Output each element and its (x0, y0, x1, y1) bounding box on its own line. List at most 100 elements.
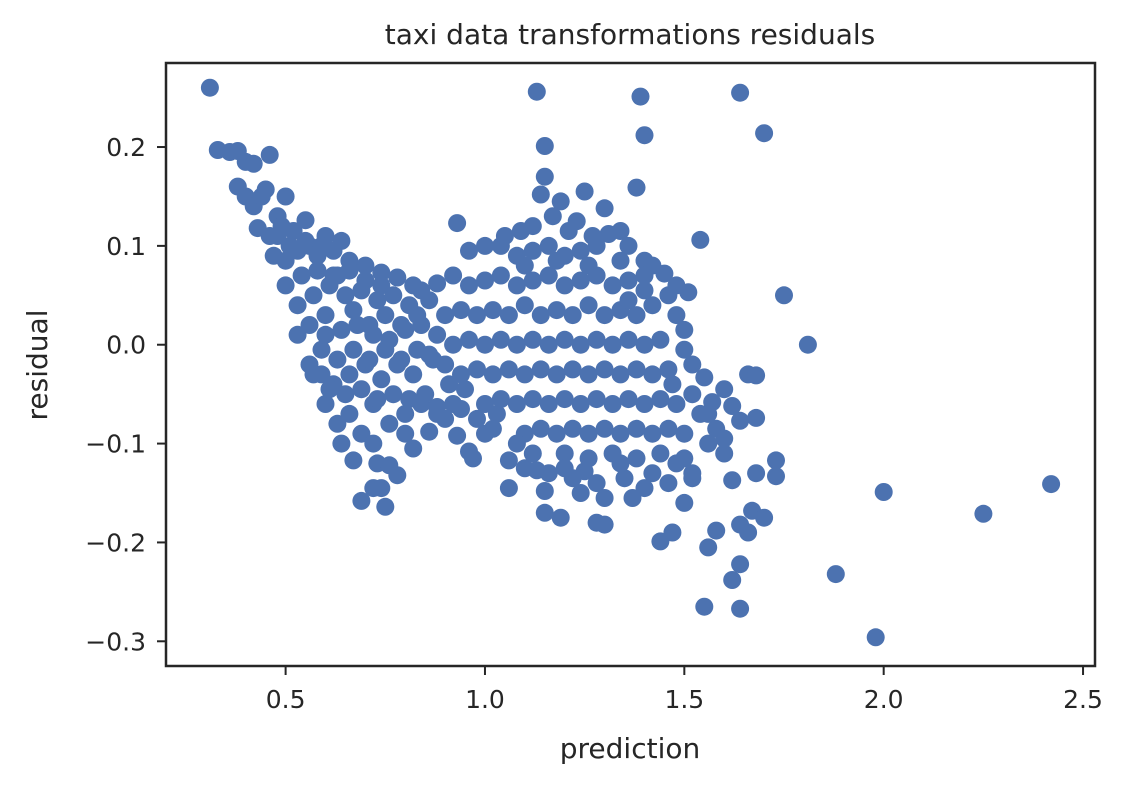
data-point (539, 266, 558, 285)
data-point (507, 276, 526, 295)
data-point (619, 330, 638, 349)
data-point (531, 185, 550, 204)
y-tick-label: −0.3 (85, 627, 146, 656)
data-point (380, 414, 399, 433)
data-point (635, 479, 654, 498)
data-point (400, 390, 419, 409)
data-point (531, 419, 550, 438)
data-point (372, 263, 391, 282)
data-point (659, 360, 678, 379)
data-point (384, 286, 403, 305)
data-point (436, 409, 455, 428)
data-point (392, 316, 411, 334)
data-point (603, 335, 622, 354)
data-point (344, 340, 363, 359)
data-point (388, 268, 407, 287)
data-point (547, 365, 566, 384)
y-axis-label: residual (21, 310, 54, 421)
data-point (555, 330, 574, 349)
y-tick-label: −0.1 (85, 430, 146, 459)
x-axis: 0.5 1.0 1.5 2.0 2.5 (266, 666, 1103, 714)
data-point (316, 395, 335, 413)
data-point (579, 256, 598, 275)
data-point (440, 375, 459, 394)
data-point (304, 286, 323, 305)
data-point (651, 390, 670, 409)
data-point (260, 145, 279, 164)
data-point (659, 474, 678, 493)
data-point (360, 316, 379, 334)
data-point (336, 286, 355, 305)
data-point (452, 301, 470, 320)
data-point (539, 395, 558, 413)
data-point (340, 404, 359, 423)
data-point (476, 395, 494, 413)
data-point (755, 508, 774, 527)
data-point (316, 306, 335, 325)
data-point (723, 471, 742, 490)
data-point (631, 87, 650, 106)
data-point (276, 187, 295, 206)
data-point (499, 360, 518, 379)
data-point (651, 444, 670, 463)
x-axis-label: prediction (560, 732, 700, 765)
data-point (675, 340, 694, 359)
data-point (551, 508, 570, 527)
data-point (392, 350, 411, 369)
x-tick-label: 0.5 (266, 685, 306, 714)
data-point (699, 538, 718, 557)
data-point (344, 451, 363, 470)
data-point (579, 365, 598, 384)
data-point (595, 489, 614, 507)
data-point (404, 276, 423, 295)
data-point (296, 231, 315, 250)
data-point (288, 296, 307, 315)
data-point (515, 256, 534, 275)
data-point (448, 214, 467, 233)
data-point (356, 256, 375, 275)
data-point (635, 335, 654, 354)
data-point (595, 515, 614, 534)
plot-frame (164, 61, 1097, 668)
data-point (715, 429, 734, 448)
data-point (619, 291, 638, 310)
data-point (368, 291, 387, 310)
data-point (731, 83, 750, 102)
y-axis: −0.3 −0.2 −0.1 0.0 0.1 0.2 (85, 133, 166, 656)
data-point (575, 182, 594, 201)
data-point (376, 306, 395, 325)
data-point (615, 469, 634, 488)
data-point (587, 474, 606, 493)
data-point (499, 306, 518, 325)
data-point (460, 241, 478, 260)
data-point (695, 597, 714, 616)
data-point (292, 266, 311, 285)
data-point (328, 350, 347, 369)
y-tick-label: −0.2 (85, 528, 146, 557)
data-point (483, 419, 502, 438)
data-point (499, 479, 518, 498)
data-point (320, 380, 339, 399)
data-point (404, 365, 423, 384)
y-tick-label: 0.2 (106, 133, 146, 162)
data-point (515, 365, 534, 384)
data-point (491, 330, 510, 349)
data-point (276, 251, 295, 270)
data-point (539, 335, 558, 354)
data-point (312, 236, 331, 255)
x-tick-label: 2.5 (1063, 685, 1103, 714)
data-point (384, 385, 403, 404)
data-point (324, 266, 343, 285)
y-tick-label: 0.1 (106, 232, 146, 261)
data-point (336, 385, 355, 404)
data-point (332, 320, 351, 339)
data-point (675, 424, 694, 443)
data-point (364, 434, 383, 453)
data-point (539, 464, 558, 483)
data-point (551, 192, 570, 211)
data-point (491, 390, 510, 409)
data-point (547, 424, 566, 443)
data-point (627, 419, 646, 438)
data-point (452, 400, 470, 418)
